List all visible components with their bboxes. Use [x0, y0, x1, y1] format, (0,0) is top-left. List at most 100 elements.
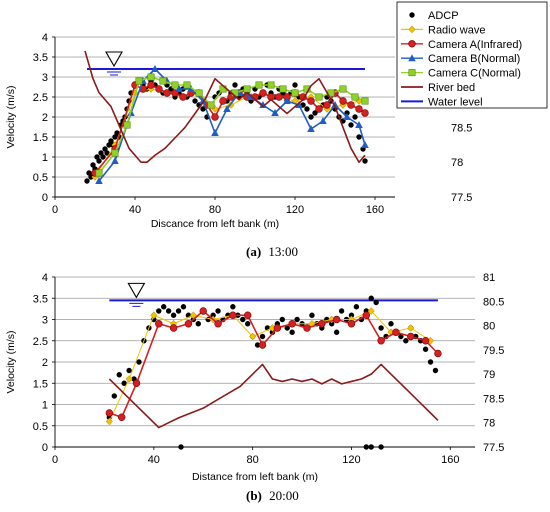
data-point-camera-a-infrared: [307, 97, 315, 105]
y2-tick-label: 78.5: [483, 393, 504, 405]
data-point-adcp: [88, 174, 94, 180]
data-point-camera-c-normal: [243, 85, 251, 93]
data-point-adcp: [294, 316, 300, 323]
caption-b: (b) 20:00: [246, 488, 299, 503]
data-point-adcp: [106, 142, 112, 148]
y2-tick-label: 80.5: [483, 296, 504, 308]
data-point-camera-c-normal: [361, 97, 369, 105]
caption-b-time: 20:00: [269, 488, 299, 503]
data-point-adcp: [112, 134, 118, 140]
data-point-camera-c-normal: [111, 149, 119, 157]
data-point-adcp: [309, 312, 315, 318]
data-point-camera-a-infrared: [147, 81, 155, 89]
data-point-camera-a-infrared: [288, 320, 296, 328]
y-axis-title: Velocity (m/s): [5, 330, 17, 393]
legend-entry-river-bed: River bed: [428, 82, 475, 94]
data-point-adcp: [398, 333, 404, 340]
y-tick-label: 1.5: [33, 132, 48, 144]
data-point-adcp: [121, 380, 127, 386]
data-point-adcp: [356, 134, 362, 140]
data-point-adcp: [94, 154, 100, 160]
series-line-river-bed: [84, 50, 366, 164]
data-point-camera-b-normal: [211, 129, 219, 136]
data-point-camera-b-normal: [199, 97, 207, 104]
y-tick-label: 1: [42, 400, 48, 412]
data-point-camera-a-infrared: [219, 97, 227, 105]
data-point-radio-wave: [150, 311, 158, 320]
data-point-camera-b-normal: [331, 101, 339, 108]
data-point-adcp: [126, 367, 132, 374]
x-axis-title: Distance from left bank (m): [192, 471, 318, 483]
data-point-adcp: [259, 333, 266, 340]
data-point-camera-c-normal: [123, 121, 131, 129]
data-point-adcp: [90, 162, 96, 168]
data-point-adcp: [362, 158, 368, 164]
data-point-adcp: [363, 444, 369, 450]
data-point-adcp: [279, 316, 285, 323]
data-point-camera-a-infrared: [163, 89, 171, 97]
data-point-camera-b-normal: [151, 65, 159, 72]
data-point-adcp: [192, 98, 198, 104]
y2-tick-label: 80: [483, 321, 495, 333]
y-tick-label: 2: [42, 357, 48, 369]
data-point-adcp: [329, 321, 335, 327]
legend-entry-camera-a-infrared: Camera A(Infrared): [428, 39, 522, 51]
y-tick-label: 0: [42, 442, 48, 454]
data-point-adcp: [111, 393, 117, 399]
data-point-camera-b-normal: [175, 85, 183, 92]
data-point-camera-a-infrared: [105, 409, 114, 417]
data-point-adcp: [215, 308, 221, 314]
data-point-camera-b-normal: [283, 97, 291, 104]
data-point-adcp: [422, 346, 429, 352]
data-point-camera-c-normal: [195, 89, 203, 97]
legend-box: [396, 1, 548, 109]
y-tick-label: 2.5: [33, 92, 48, 104]
data-point-adcp: [170, 312, 177, 318]
data-point-camera-a-infrared: [339, 97, 347, 105]
data-point-adcp: [108, 138, 114, 144]
data-point-camera-a-infrared: [211, 113, 219, 121]
y-tick-label: 3: [42, 315, 48, 327]
y2-tick-label: 78: [451, 157, 463, 169]
data-point-camera-b-normal: [355, 121, 363, 128]
data-point-camera-a-infrared: [407, 332, 415, 341]
data-point-adcp: [352, 114, 358, 120]
y-tick-label: 1: [42, 152, 48, 164]
data-point-adcp: [232, 82, 238, 88]
data-point-adcp: [161, 304, 167, 310]
legend-swatch-marker: [408, 40, 416, 48]
y2-tick-label: 78: [483, 418, 495, 430]
data-point-camera-b-normal: [271, 109, 279, 116]
series-camera-c-normal: [95, 73, 369, 177]
data-point-camera-b-normal: [111, 157, 119, 164]
data-point-camera-c-normal: [351, 93, 359, 101]
data-point-camera-c-normal: [147, 73, 155, 81]
data-point-radio-wave: [105, 417, 113, 426]
data-point-camera-b-normal: [295, 101, 303, 108]
data-point-adcp: [245, 321, 251, 327]
legend-swatch-marker: [409, 12, 415, 18]
water-level-symbol-icon: [105, 51, 123, 68]
data-point-camera-a-infrared: [377, 337, 385, 345]
x-tick-label: 0: [52, 454, 58, 466]
data-point-camera-c-normal: [183, 81, 191, 89]
y-tick-label: 4: [42, 272, 48, 284]
data-point-adcp: [165, 308, 172, 314]
data-point-camera-c-normal: [279, 85, 287, 93]
data-point-adcp: [104, 150, 110, 156]
series-river-bed: [84, 50, 366, 164]
data-point-adcp: [388, 321, 394, 327]
data-point-adcp: [403, 338, 409, 344]
caption-a-time: 13:00: [268, 244, 298, 259]
data-point-camera-b-normal: [223, 105, 231, 112]
caption-a-letter: (a): [246, 244, 261, 259]
data-point-camera-a-infrared: [355, 105, 363, 113]
data-point-adcp: [114, 130, 120, 136]
data-point-camera-a-infrared: [303, 324, 311, 332]
data-point-radio-wave: [367, 307, 375, 315]
data-point-camera-a-infrared: [244, 311, 252, 319]
data-point-camera-a-infrared: [275, 93, 283, 101]
chart-panel-b: 00.511.522.533.540 40 80 120 16077.57878.579…: [5, 272, 504, 483]
x-tick-label: 160: [441, 454, 459, 466]
data-point-adcp: [348, 312, 355, 318]
